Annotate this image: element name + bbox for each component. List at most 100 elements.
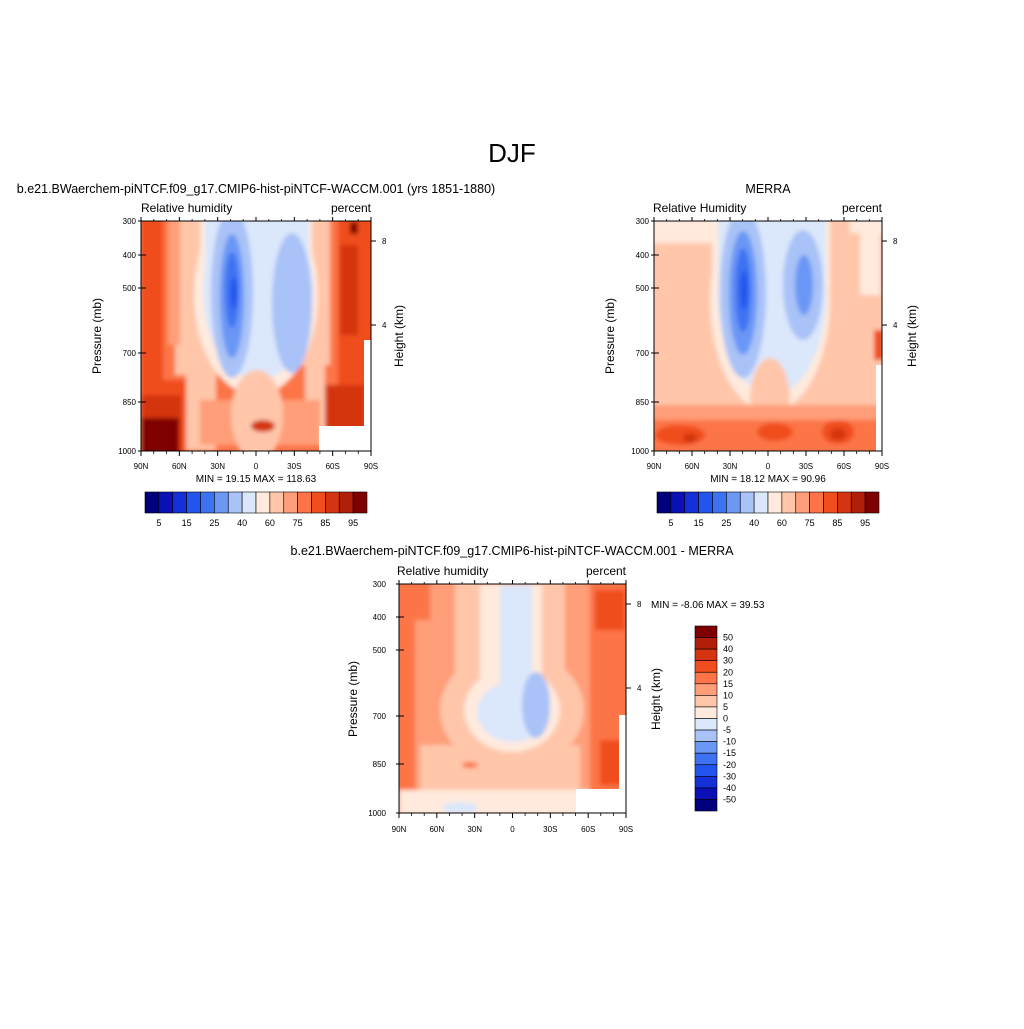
colorbar-label: -50 bbox=[723, 794, 736, 804]
colorbar-label: 60 bbox=[265, 518, 275, 528]
panel-difference-title: b.e21.BWaerchem-piNTCF.f09_g17.CMIP6-his… bbox=[291, 544, 735, 558]
x-tick-label: 60N bbox=[172, 462, 187, 471]
colorbar-label: 95 bbox=[348, 518, 358, 528]
panel-reanalysis-stats: MIN = 18.12 MAX = 90.96 bbox=[710, 474, 826, 485]
panel-model-right-label: percent bbox=[331, 201, 372, 215]
colorbar-swatch bbox=[837, 491, 852, 514]
colorbar-swatch bbox=[698, 491, 713, 514]
panel-model-x-axis: 90N 60N 30N 0 30S 60S 90S bbox=[134, 217, 378, 471]
y-tick-label: 700 bbox=[123, 349, 137, 358]
colorbar-swatch bbox=[694, 695, 718, 708]
colorbar-swatch bbox=[200, 491, 215, 514]
panel-difference: b.e21.BWaerchem-piNTCF.f09_g17.CMIP6-his… bbox=[291, 544, 765, 834]
colorbar-swatch bbox=[311, 491, 326, 514]
panel-reanalysis-y-axis: 300 400 500 700 850 1000 Pressure (mb) bbox=[603, 217, 650, 456]
colorbar-swatch bbox=[297, 491, 312, 514]
y-tick-label: 850 bbox=[123, 398, 137, 407]
colorbar-swatch bbox=[694, 683, 718, 696]
colorbar-swatch bbox=[694, 718, 718, 731]
colorbar-label: -20 bbox=[723, 760, 736, 770]
colorbar-swatch bbox=[694, 660, 718, 673]
colorbar-swatch bbox=[227, 491, 243, 514]
colorbar-swatch bbox=[712, 491, 727, 514]
x-tick-label: 60S bbox=[581, 825, 595, 834]
y-tick-label: 500 bbox=[123, 284, 137, 293]
colorbar-swatch bbox=[823, 491, 838, 514]
colorbar-swatch bbox=[694, 799, 718, 812]
colorbar-label: 20 bbox=[723, 667, 733, 677]
colorbar-swatch bbox=[864, 491, 880, 514]
y2-axis-title: Height (km) bbox=[905, 305, 919, 367]
x-tick-label: 90S bbox=[875, 462, 889, 471]
y-axis-title: Pressure (mb) bbox=[90, 298, 104, 374]
panel-reanalysis-right-label: percent bbox=[842, 201, 883, 215]
y-tick-label: 850 bbox=[636, 398, 650, 407]
colorbar-label: 25 bbox=[721, 518, 731, 528]
panel-difference-y2-axis: 8 4 Height (km) bbox=[637, 600, 663, 730]
panel-model-field bbox=[141, 221, 371, 451]
colorbar-swatch bbox=[767, 491, 783, 514]
colorbar-swatch bbox=[694, 764, 718, 777]
colorbar-label: 0 bbox=[723, 714, 728, 724]
colorbar-label: 5 bbox=[156, 518, 161, 528]
x-tick-label: 90N bbox=[392, 825, 407, 834]
colorbar-label: 25 bbox=[209, 518, 219, 528]
colorbar-label: -30 bbox=[723, 771, 736, 781]
colorbar-swatch bbox=[809, 491, 824, 514]
y2-tick-label: 4 bbox=[893, 321, 898, 330]
colorbar-swatch bbox=[781, 491, 797, 514]
x-tick-label: 60N bbox=[429, 825, 444, 834]
panel-model: b.e21.BWaerchem-piNTCF.f09_g17.CMIP6-his… bbox=[17, 182, 495, 528]
colorbar-swatch bbox=[186, 491, 201, 514]
y-tick-label: 300 bbox=[373, 580, 387, 589]
colorbar-swatch bbox=[694, 671, 718, 685]
colorbar-swatch bbox=[269, 491, 285, 514]
y-axis-title: Pressure (mb) bbox=[346, 661, 360, 737]
panel-model-title: b.e21.BWaerchem-piNTCF.f09_g17.CMIP6-his… bbox=[17, 182, 495, 196]
y2-tick-label: 4 bbox=[382, 321, 387, 330]
colorbar-label: -15 bbox=[723, 748, 736, 758]
panel-reanalysis-field bbox=[654, 221, 882, 451]
colorbar-swatch bbox=[255, 491, 271, 514]
colorbar-swatch bbox=[694, 741, 718, 754]
x-tick-label: 60S bbox=[326, 462, 340, 471]
colorbar-label: 15 bbox=[694, 518, 704, 528]
panel-model-y2-axis: 8 4 Height (km) bbox=[382, 237, 406, 367]
colorbar-swatch bbox=[694, 776, 718, 789]
colorbar-swatch bbox=[241, 491, 257, 514]
panel-difference-field bbox=[399, 584, 626, 813]
colorbar-label: 40 bbox=[723, 644, 733, 654]
colorbar-label: 15 bbox=[723, 679, 733, 689]
colorbar-swatch bbox=[694, 637, 718, 650]
colorbar-swatch bbox=[283, 491, 298, 514]
colorbar-swatch bbox=[694, 787, 718, 800]
x-tick-label: 0 bbox=[254, 462, 259, 471]
colorbar-swatch bbox=[144, 491, 160, 514]
y2-tick-label: 8 bbox=[637, 600, 642, 609]
x-tick-label: 60S bbox=[837, 462, 851, 471]
colorbar-swatch bbox=[694, 752, 718, 766]
panel-model-left-label: Relative humidity bbox=[141, 201, 232, 215]
panel-reanalysis-x-axis: 90N 60N 30N 0 30S 60S 90S bbox=[647, 217, 889, 471]
y-tick-label: 300 bbox=[636, 217, 650, 226]
panel-model-stats: MIN = 19.15 MAX = 118.63 bbox=[196, 474, 317, 485]
colorbar-swatch bbox=[726, 491, 741, 514]
panel-difference-stats: MIN = -8.06 MAX = 39.53 bbox=[651, 600, 765, 611]
y-tick-label: 300 bbox=[123, 217, 137, 226]
colorbar-swatch bbox=[325, 491, 340, 514]
colorbar-label: 40 bbox=[749, 518, 759, 528]
colorbar-label: 40 bbox=[237, 518, 247, 528]
x-tick-label: 30N bbox=[723, 462, 738, 471]
y-tick-label: 400 bbox=[123, 251, 137, 260]
y-tick-label: 500 bbox=[636, 284, 650, 293]
colorbar-swatch bbox=[795, 491, 810, 514]
panel-reanalysis-colorbar: 5 15 25 40 60 75 85 95 bbox=[656, 491, 880, 528]
panel-difference-left-label: Relative humidity bbox=[397, 564, 488, 578]
colorbar-swatch bbox=[158, 491, 174, 514]
y-tick-label: 850 bbox=[373, 760, 387, 769]
x-tick-label: 90N bbox=[647, 462, 662, 471]
colorbar-label: 75 bbox=[805, 518, 815, 528]
y-tick-label: 500 bbox=[373, 646, 387, 655]
